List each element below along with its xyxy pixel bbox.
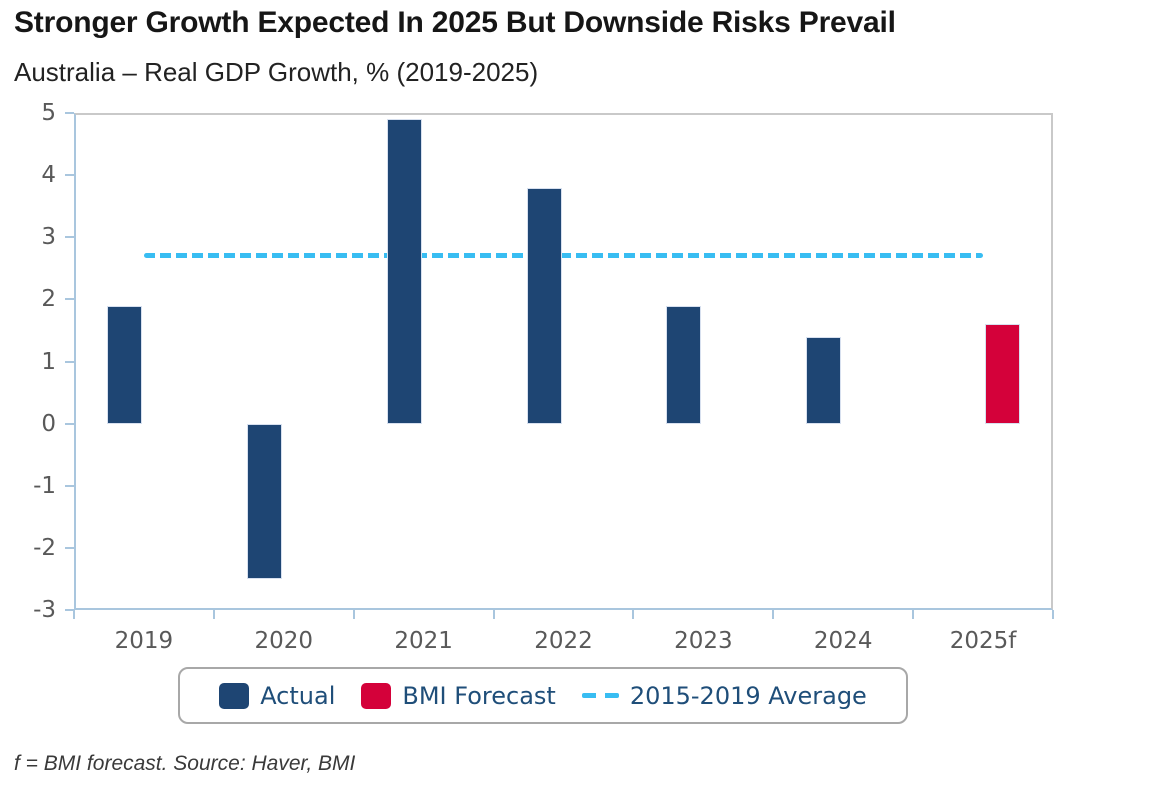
y-axis-tick-label: 4	[41, 162, 56, 189]
y-axis-tick-label: 2	[41, 286, 56, 313]
bar-2022-actual	[526, 187, 562, 424]
y-axis-tick-mark	[65, 609, 74, 611]
x-axis-tick-mark	[352, 610, 355, 619]
x-axis-label-2019: 2019	[114, 628, 174, 654]
legend-label: 2015-2019 Average	[629, 681, 867, 710]
chart-subtitle: Australia – Real GDP Growth, % (2019-202…	[14, 57, 539, 87]
x-axis-tick-mark	[212, 610, 215, 619]
legend-dashed-line-icon	[581, 693, 619, 698]
y-axis-tick-mark	[65, 484, 74, 487]
x-axis-label-2020: 2020	[254, 628, 314, 654]
x-axis-label-2025f: 2025f	[949, 628, 1017, 654]
y-axis-tick-mark	[65, 236, 74, 239]
y-axis-tick-label: -2	[33, 534, 56, 561]
y-axis-tick-label: 0	[41, 410, 56, 437]
legend-swatch-icon	[219, 682, 250, 709]
y-axis-tick-mark	[65, 112, 74, 114]
bar-2021-actual	[386, 119, 422, 424]
legend-item-bmi-forecast: BMI Forecast	[361, 681, 556, 710]
legend-label: Actual	[260, 681, 336, 710]
chart-plot-area	[74, 113, 1053, 610]
legend-swatch-icon	[361, 682, 392, 709]
y-axis-tick-label: 1	[41, 348, 56, 375]
bar-2024-actual	[806, 336, 842, 424]
legend-item-actual: Actual	[219, 682, 335, 710]
x-axis-label-2023: 2023	[674, 628, 733, 654]
y-axis-tick-mark	[65, 546, 74, 549]
x-axis-tick-mark	[492, 610, 495, 619]
y-axis-tick-mark	[65, 422, 74, 425]
source-note: f = BMI forecast. Source: Haver, BMI	[14, 752, 356, 775]
x-axis-tick-mark	[772, 610, 775, 619]
legend-label: BMI Forecast	[402, 681, 556, 710]
chart-title: Stronger Growth Expected In 2025 But Dow…	[14, 6, 896, 39]
legend: Actual BMI Forecast 2015-2019 Average	[178, 667, 908, 724]
y-axis-tick-label: 3	[41, 224, 56, 251]
bar-2023-actual	[666, 305, 702, 424]
x-axis-label-2022: 2022	[534, 628, 593, 654]
average-line	[143, 253, 984, 259]
y-axis-tick-label: -1	[33, 472, 56, 499]
y-axis-tick-label: 5	[41, 100, 56, 126]
bar-2019-actual	[106, 305, 142, 424]
x-axis-tick-mark	[912, 610, 915, 619]
y-axis-tick-mark	[65, 298, 74, 301]
x-axis-tick-mark	[632, 610, 635, 619]
x-axis-tick-mark	[73, 610, 75, 619]
y-axis-tick-mark	[65, 174, 74, 177]
x-axis-tick-mark	[1052, 610, 1054, 619]
x-axis-label-2024: 2024	[813, 628, 873, 654]
legend-item-2015-2019-average: 2015-2019 Average	[581, 681, 867, 710]
y-axis-tick-mark	[65, 360, 74, 363]
x-axis-label-2021: 2021	[394, 628, 453, 654]
bar-2020-actual	[246, 423, 282, 579]
bar-2025f-bmi-forecast	[985, 324, 1021, 424]
y-axis-tick-label: -3	[33, 597, 56, 623]
